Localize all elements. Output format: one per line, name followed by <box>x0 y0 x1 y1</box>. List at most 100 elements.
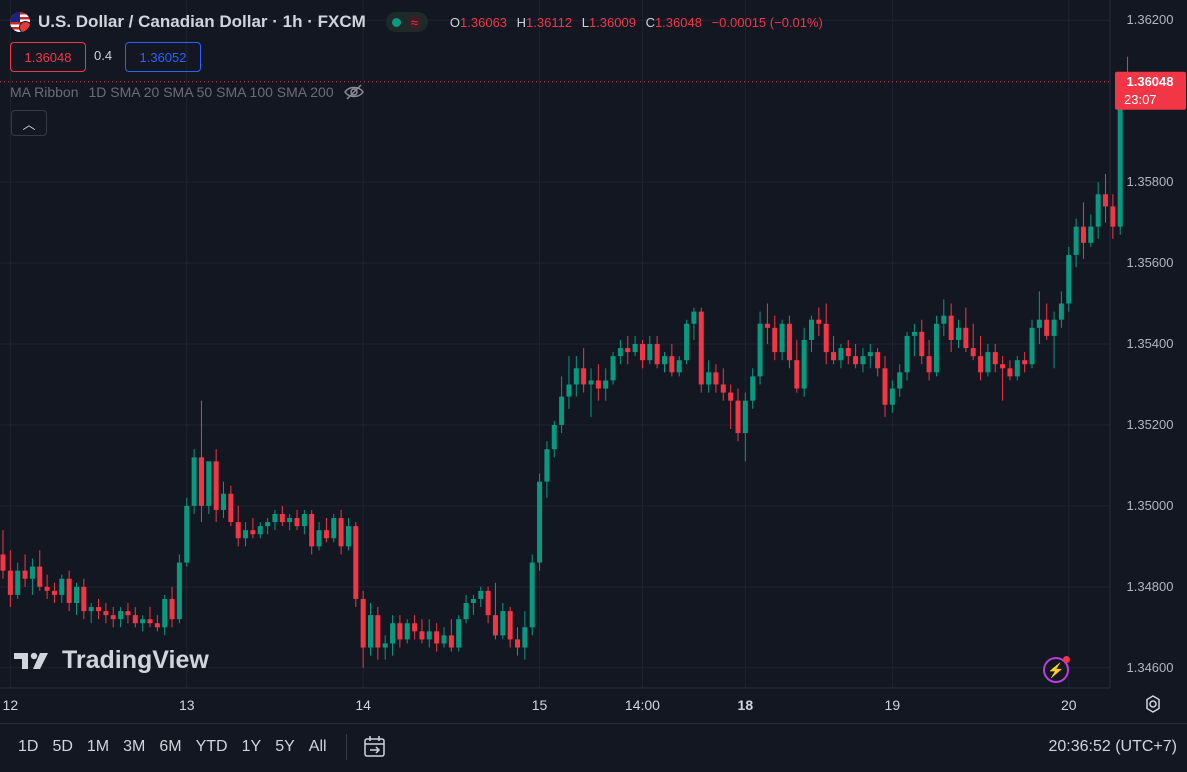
candle <box>1014 356 1020 381</box>
usd-cad-flag-icon <box>10 12 30 32</box>
indicator-legend[interactable]: MA Ribbon 1D SMA 20 SMA 50 SMA 100 SMA 2… <box>10 84 364 100</box>
range-1d[interactable]: 1D <box>18 738 39 755</box>
candle <box>588 368 594 417</box>
candle <box>639 339 645 369</box>
symbol-header: U.S. Dollar / Canadian Dollar · 1h · FXC… <box>10 10 829 34</box>
candle-body <box>963 327 969 349</box>
candle <box>198 400 204 523</box>
candle <box>375 607 381 660</box>
candle-body <box>956 327 961 340</box>
range-all[interactable]: All <box>308 738 327 755</box>
candle-body <box>1058 303 1064 320</box>
range-ytd[interactable]: YTD <box>195 738 228 755</box>
candle-body <box>1066 254 1072 304</box>
candle <box>1000 356 1006 401</box>
range-1m[interactable]: 1M <box>86 738 110 755</box>
candle <box>206 461 212 514</box>
candle <box>140 615 146 632</box>
candle-body <box>573 368 579 385</box>
candle-body <box>147 619 153 624</box>
candle <box>184 497 190 567</box>
candle-body <box>463 603 469 620</box>
candle <box>500 603 506 640</box>
candle-body <box>1117 84 1123 227</box>
range-5y[interactable]: 5Y <box>275 738 295 755</box>
market-status-pill[interactable]: ≈ <box>385 12 428 32</box>
candlestick-chart[interactable]: 1.34600 1.34800 1.35000 1.35200 1.35400 1.356… <box>0 0 1187 723</box>
symbol-title[interactable]: U.S. Dollar / Canadian Dollar · 1h · FXC… <box>38 12 366 31</box>
bar-countdown: 23:07 <box>1124 92 1157 107</box>
candle <box>1103 174 1108 223</box>
range-1y[interactable]: 1Y <box>241 738 262 755</box>
candle-body <box>537 481 543 563</box>
candle <box>669 344 675 377</box>
candle-body <box>485 590 491 616</box>
candle-body <box>632 344 638 353</box>
candle <box>911 323 917 357</box>
candle <box>838 344 844 369</box>
buy-button[interactable]: 1.36052 <box>125 42 201 72</box>
notification-dot <box>1063 656 1070 663</box>
candle <box>323 518 329 543</box>
candle-body <box>1000 364 1006 369</box>
time-axis[interactable]: 12 13 14 15 14:00 18 19 20 <box>3 697 1077 713</box>
candle <box>470 594 476 616</box>
candle-body <box>1095 194 1101 227</box>
candle-body <box>919 331 925 357</box>
candle-body <box>272 513 278 523</box>
candle-body <box>897 372 903 389</box>
eye-hidden-icon[interactable] <box>343 84 364 100</box>
range-6m[interactable]: 6M <box>159 738 182 755</box>
candle-body <box>316 530 322 547</box>
candle <box>757 311 763 385</box>
candle-body <box>169 598 175 620</box>
candle <box>265 518 271 535</box>
candle-body <box>1051 319 1057 336</box>
candle <box>742 392 748 462</box>
candle <box>110 607 116 628</box>
candle-body <box>382 643 388 648</box>
tradingview-mark-icon <box>14 652 48 669</box>
candle <box>478 586 484 608</box>
gear-icon[interactable] <box>1143 694 1163 714</box>
candle-body <box>235 522 241 539</box>
range-selector: 1D 5D 1M 3M 6M YTD 1Y 5Y All <box>18 738 327 756</box>
candle-body <box>860 356 866 365</box>
candle-body <box>434 631 440 644</box>
indicator-params: 1D SMA 20 SMA 50 SMA 100 SMA 200 <box>88 84 334 100</box>
range-5d[interactable]: 5D <box>52 738 73 755</box>
collapse-legend-button[interactable]: ︿ <box>11 110 47 136</box>
candle-body <box>448 635 454 648</box>
candle <box>44 574 50 599</box>
candle <box>735 388 741 442</box>
sell-button[interactable]: 1.36048 <box>10 42 86 72</box>
candle-body <box>544 449 550 482</box>
candle <box>235 505 241 547</box>
candle-body <box>772 327 778 353</box>
candle-body <box>338 518 344 547</box>
candle <box>1080 202 1086 260</box>
candle <box>37 550 43 591</box>
candle <box>728 384 734 429</box>
candle-body <box>728 392 734 401</box>
candle <box>720 368 726 401</box>
price-axis[interactable]: 1.34600 1.34800 1.35000 1.35200 1.35400 1.356… <box>1127 12 1174 675</box>
candle <box>595 364 601 401</box>
candle <box>191 449 197 514</box>
candle-body <box>1103 194 1108 207</box>
goto-date-icon[interactable] <box>362 735 388 759</box>
candle <box>551 420 557 458</box>
candle-body <box>184 505 190 563</box>
price-tick-label: 1.35800 <box>1127 174 1174 189</box>
candle-body <box>426 631 432 640</box>
candle <box>448 619 454 652</box>
lightning-icon[interactable]: ⚡ <box>1043 656 1070 683</box>
candle <box>412 615 418 640</box>
candle <box>66 570 72 612</box>
range-3m[interactable]: 3M <box>123 738 146 755</box>
candle-body <box>706 372 712 385</box>
open-key: O <box>449 14 461 30</box>
timezone-clock[interactable]: 20:36:52 (UTC+7) <box>1048 738 1177 755</box>
candle <box>603 368 609 401</box>
candle <box>573 356 579 397</box>
